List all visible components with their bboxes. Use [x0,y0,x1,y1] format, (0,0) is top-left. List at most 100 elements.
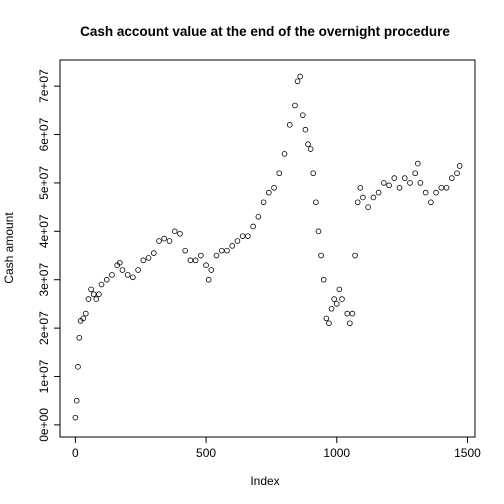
y-tick-label: 3e+07 [37,263,51,297]
point [391,175,398,181]
point [218,247,225,254]
point [76,334,83,341]
point [294,78,301,85]
point [187,257,194,264]
point [297,73,303,80]
point [315,228,322,235]
point [161,235,168,242]
point [344,310,351,317]
point [208,267,215,273]
plot-box [59,59,476,438]
point [124,272,131,278]
point [150,250,157,256]
point [412,170,418,177]
point [331,296,337,302]
x-tick-label: 1500 [454,446,481,460]
point [271,184,277,191]
point [354,199,361,206]
point [417,180,424,186]
point [72,414,79,421]
point [73,397,80,404]
point [245,233,251,239]
point [286,122,293,128]
point [156,238,162,244]
point [85,296,92,302]
point [302,126,309,133]
point [326,320,332,327]
point [313,199,319,206]
point [103,276,110,283]
point [357,184,364,191]
point [75,364,81,370]
point [328,305,335,312]
point [276,170,283,177]
y-tick-label: 0e+00 [37,408,51,442]
point [109,272,115,278]
point [234,238,241,244]
point [428,199,434,206]
point [145,255,152,261]
point [98,281,105,288]
point [318,252,324,259]
point [292,102,298,109]
y-tick-label: 1e+07 [37,359,51,393]
point [422,189,429,196]
x-axis-label: Index [250,474,279,488]
chart-title: Cash account value at the end of the ove… [80,24,450,39]
point [119,267,126,273]
point [381,180,387,186]
point [205,276,212,283]
point [83,310,89,317]
point [336,286,343,293]
y-tick-label: 4e+07 [37,214,51,248]
point [448,175,455,181]
point [299,112,306,118]
y-tick-label: 6e+07 [37,117,51,151]
point [305,141,311,148]
point [171,228,178,235]
point [396,184,403,191]
x-tick-label: 500 [196,446,216,460]
y-axis-label: Cash amount [2,212,16,284]
y-tick-label: 7e+07 [37,69,51,103]
point [203,262,209,268]
point [80,315,87,322]
point [93,296,100,302]
point [333,301,340,307]
point [360,194,366,201]
point [117,259,123,266]
point [96,291,102,298]
point [182,247,188,254]
point [323,315,330,322]
point [438,184,445,191]
point [307,146,314,152]
point [140,257,147,264]
point [454,170,460,177]
point [347,320,353,327]
point [229,243,236,249]
point [88,286,94,293]
point [239,233,246,239]
y-tick-label: 5e+07 [37,166,51,200]
x-tick-label: 1000 [323,446,350,460]
point [386,182,392,189]
point [198,252,204,259]
y-tick-label: 2e+07 [37,311,51,345]
point [401,175,408,181]
point [310,170,317,177]
point [320,276,327,283]
point [375,189,382,196]
x-tick-label: 0 [72,446,79,460]
point [255,214,262,220]
point [433,189,439,196]
point [456,163,463,169]
point [407,180,413,186]
point [135,267,141,273]
point [250,223,256,230]
point [130,274,136,281]
point [352,252,358,259]
point [260,199,267,206]
point [281,151,288,157]
point [166,238,173,244]
